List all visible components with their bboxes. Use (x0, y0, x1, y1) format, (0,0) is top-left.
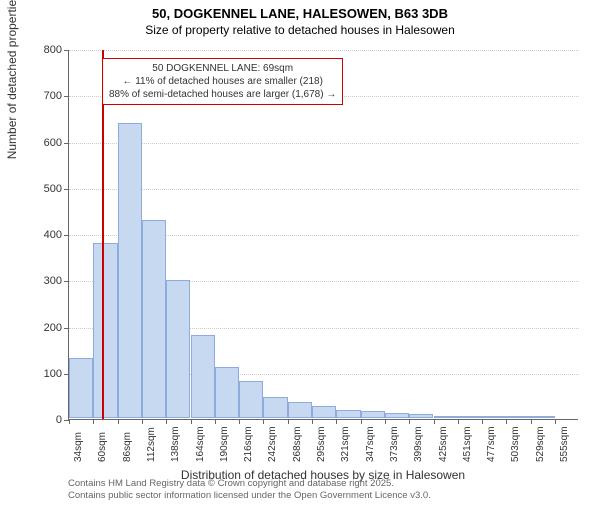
x-tick-label: 268sqm (292, 426, 303, 462)
y-tick-label: 300 (44, 275, 62, 287)
histogram-bar (69, 358, 93, 418)
x-tick-label: 60sqm (97, 432, 108, 462)
footer-attribution: Contains HM Land Registry data © Crown c… (68, 478, 431, 502)
chart-plot-area: 010020030040050060070080034sqm60sqm86sqm… (68, 50, 578, 420)
x-tick-label: 216sqm (243, 426, 254, 462)
histogram-bar (191, 335, 215, 418)
x-tick-label: 190sqm (219, 426, 230, 462)
histogram-bar (239, 381, 263, 418)
y-tick-label: 0 (56, 414, 62, 426)
histogram-bar (506, 416, 530, 418)
x-tick-label: 503sqm (510, 426, 521, 462)
histogram-bar (118, 123, 142, 418)
y-tick-label: 200 (44, 322, 62, 334)
histogram-bar (482, 416, 506, 418)
histogram-bar (215, 367, 239, 418)
histogram-bar (93, 243, 117, 418)
histogram-bar (336, 410, 360, 418)
property-marker-line (102, 50, 104, 419)
y-tick-label: 600 (44, 137, 62, 149)
info-line-larger: 88% of semi-detached houses are larger (… (109, 88, 336, 101)
footer-line-2: Contains public sector information licen… (68, 490, 431, 502)
x-tick-label: 399sqm (413, 426, 424, 462)
histogram-bar (531, 416, 555, 418)
x-tick-label: 34sqm (73, 432, 84, 462)
histogram-bar (434, 416, 458, 418)
x-tick-label: 347sqm (365, 426, 376, 462)
y-tick-label: 500 (44, 183, 62, 195)
y-tick-label: 400 (44, 229, 62, 241)
info-line-property: 50 DOGKENNEL LANE: 69sqm (109, 62, 336, 75)
marker-info-box: 50 DOGKENNEL LANE: 69sqm ← 11% of detach… (102, 58, 343, 105)
histogram-bar (166, 280, 190, 418)
histogram-bar (361, 411, 385, 418)
x-tick-label: 86sqm (122, 432, 133, 462)
histogram-bar (288, 402, 312, 418)
x-tick-label: 242sqm (267, 426, 278, 462)
x-tick-label: 295sqm (316, 426, 327, 462)
histogram-bar (409, 414, 433, 418)
y-tick-label: 700 (44, 90, 62, 102)
histogram-bar (458, 416, 482, 418)
chart-title-primary: 50, DOGKENNEL LANE, HALESOWEN, B63 3DB (0, 6, 600, 21)
x-tick-label: 321sqm (340, 426, 351, 462)
x-tick-label: 451sqm (462, 426, 473, 462)
x-tick-label: 373sqm (389, 426, 400, 462)
x-tick-label: 138sqm (170, 426, 181, 462)
info-line-smaller: ← 11% of detached houses are smaller (21… (109, 75, 336, 88)
x-tick-label: 164sqm (195, 426, 206, 462)
histogram-bar (312, 406, 336, 418)
y-tick-label: 100 (44, 368, 62, 380)
footer-line-1: Contains HM Land Registry data © Crown c… (68, 478, 431, 490)
chart-title-secondary: Size of property relative to detached ho… (0, 23, 600, 37)
histogram-bar (385, 413, 409, 418)
x-tick-label: 425sqm (438, 426, 449, 462)
histogram-bar (142, 220, 166, 418)
y-tick-label: 800 (44, 44, 62, 56)
histogram-bar (263, 397, 287, 418)
x-tick-label: 529sqm (535, 426, 546, 462)
x-tick-label: 555sqm (559, 426, 570, 462)
x-tick-label: 477sqm (486, 426, 497, 462)
y-axis-title: Number of detached properties (5, 0, 19, 159)
x-tick-label: 112sqm (146, 427, 157, 462)
